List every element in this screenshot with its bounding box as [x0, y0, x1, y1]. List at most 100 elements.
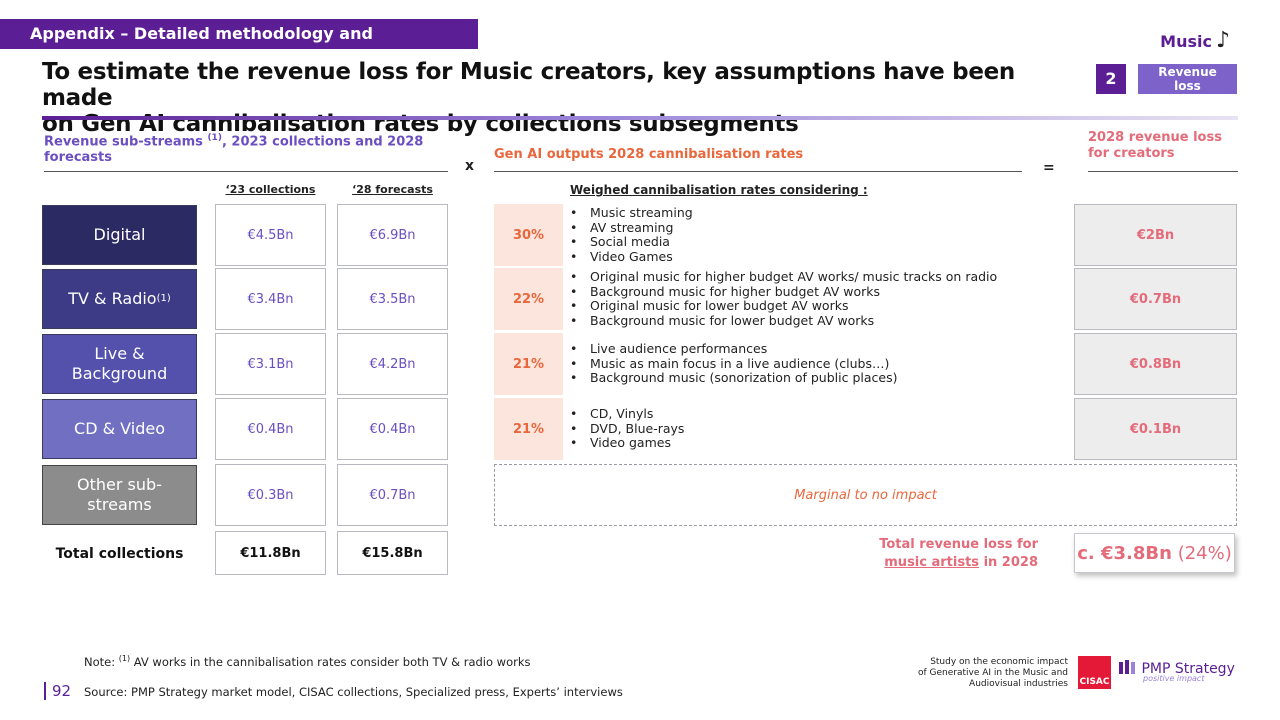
category-digital: Digital	[42, 205, 197, 265]
badge-label-line2: loss	[1174, 79, 1201, 93]
marginal-impact-box: Marginal to no impact	[494, 464, 1237, 526]
study-title: Study on the economic impact of Generati…	[880, 657, 1068, 690]
right-column-header: 2028 revenue loss for creators	[1088, 130, 1222, 162]
title-line-1: To estimate the revenue loss for Music c…	[42, 59, 1016, 111]
category-other: Other sub-streams	[42, 465, 197, 525]
value-2023: €0.4Bn	[215, 398, 326, 460]
left-header-post: , 2023 collections and 2028	[221, 134, 424, 150]
cannibalisation-rate: 30%	[494, 204, 563, 266]
total-loss-music-artists: music artists	[884, 555, 980, 570]
page-number: 92	[44, 682, 71, 700]
list-item: DVD, Blue-rays	[570, 421, 1024, 437]
equals-symbol: =	[1043, 160, 1055, 176]
weighed-label: Weighed cannibalisation rates considerin…	[570, 183, 868, 197]
category-cd-video: CD & Video	[42, 399, 197, 459]
value-2023: €3.4Bn	[215, 268, 326, 330]
total-loss-line1: Total revenue loss for	[879, 537, 1038, 552]
list-item: Background music for higher budget AV wo…	[570, 284, 1024, 300]
value-2028: €4.2Bn	[337, 333, 448, 395]
category-label: TV & Radio	[68, 289, 157, 308]
title-line-2: on Gen AI cannibalisation rates by colle…	[42, 111, 799, 137]
total-2028: €15.8Bn	[337, 531, 448, 575]
music-note-icon: ♪	[1215, 28, 1230, 53]
note-pre: Note:	[84, 654, 119, 669]
list-item: CD, Vinyls	[570, 407, 1024, 422]
badge-label-line1: Revenue	[1158, 65, 1217, 79]
cisac-logo: CISAC	[1078, 656, 1111, 689]
pmp-tagline: positive impact	[1143, 674, 1205, 683]
total-loss-label: Total revenue loss for music artists in …	[860, 536, 1038, 572]
revenue-loss: €0.7Bn	[1074, 268, 1237, 330]
left-column-header: Revenue sub-streams (1), 2023 collection…	[44, 130, 444, 166]
total-2023: €11.8Bn	[215, 531, 326, 575]
cannibalisation-rate: 22%	[494, 268, 563, 330]
considered-items: Live audience performances Music as main…	[564, 333, 1024, 395]
list-item: Music as main focus in a live audience (…	[570, 356, 1024, 372]
right-header-line1: 2028 revenue loss	[1088, 130, 1222, 145]
list-item: Original music for lower budget AV works	[570, 298, 1024, 314]
list-item: AV streaming	[570, 220, 1024, 236]
cannibalisation-rate: 21%	[494, 398, 563, 460]
left-header-sup: (1)	[207, 133, 222, 143]
revenue-loss: €0.1Bn	[1074, 398, 1237, 460]
right-header-line2: for creators	[1088, 146, 1175, 161]
value-2023: €4.5Bn	[215, 204, 326, 266]
list-item: Social media	[570, 234, 1024, 250]
col-header-2023: ‘23 collections	[225, 183, 316, 196]
section-tag-label: Music	[1160, 32, 1212, 51]
list-item: Background music (sonorization of public…	[570, 371, 1024, 386]
pmp-mark-icon	[1119, 660, 1135, 674]
category-label: CD & Video	[74, 419, 165, 438]
page-title: To estimate the revenue loss for Music c…	[42, 59, 1082, 137]
considered-items: Original music for higher budget AV work…	[564, 268, 1024, 330]
category-sup: (1)	[156, 293, 171, 304]
list-item: Live audience performances	[570, 342, 1024, 357]
revenue-loss: €0.8Bn	[1074, 333, 1237, 395]
study-line3: Audiovisual industries	[969, 679, 1068, 689]
total-loss-line2-rest: in 2028	[979, 555, 1038, 570]
total-loss-amount: c. €3.8Bn	[1077, 542, 1172, 564]
left-header-rule	[44, 171, 448, 172]
category-tv-radio: TV & Radio (1)	[42, 269, 197, 329]
value-2028: €0.4Bn	[337, 398, 448, 460]
value-2028: €6.9Bn	[337, 204, 448, 266]
cannibalisation-rate: 21%	[494, 333, 563, 395]
middle-header-rule	[494, 171, 1022, 172]
right-header-rule	[1088, 171, 1238, 172]
middle-column-header: Gen AI outputs 2028 cannibalisation rate…	[494, 147, 804, 162]
note-post: AV works in the cannibalisation rates co…	[130, 654, 531, 669]
value-2028: €0.7Bn	[337, 464, 448, 526]
step-badge-number: 2	[1096, 64, 1126, 94]
source-note: Source: PMP Strategy market model, CISAC…	[84, 685, 623, 699]
total-loss-percent: (24%)	[1177, 542, 1232, 564]
list-item: Background music for lower budget AV wor…	[570, 313, 1024, 329]
value-2028: €3.5Bn	[337, 268, 448, 330]
considered-items: Music streaming AV streaming Social medi…	[564, 204, 1024, 266]
left-header-pre: Revenue sub-streams	[44, 134, 208, 150]
pmp-name: PMP Strategy	[1141, 661, 1235, 677]
category-live-background: Live & Background	[42, 334, 197, 394]
total-collections-label: Total collections	[42, 532, 197, 576]
category-label: Digital	[93, 225, 146, 244]
total-loss-value: c. €3.8Bn (24%)	[1074, 533, 1235, 573]
col-header-2028: ‘28 forecasts	[352, 183, 433, 196]
value-2023: €0.3Bn	[215, 464, 326, 526]
list-item: Music streaming	[570, 205, 1024, 221]
step-badge-label: Revenue loss	[1138, 64, 1237, 94]
category-label: Live & Background	[71, 344, 168, 383]
title-divider	[42, 116, 1238, 120]
section-tag: Music ♪	[1160, 28, 1230, 53]
multiply-symbol: x	[465, 158, 475, 174]
value-2023: €3.1Bn	[215, 333, 326, 395]
list-item: Video Games	[570, 249, 1024, 265]
category-label: Other sub-streams	[77, 475, 162, 514]
list-item: Original music for higher budget AV work…	[570, 269, 1024, 285]
study-line1: Study on the economic impact	[930, 657, 1068, 667]
study-line2: of Generative AI in the Music and	[917, 668, 1068, 678]
list-item: Video games	[570, 436, 1024, 451]
left-header-line2: forecasts	[44, 150, 112, 166]
footnote: Note: (1) AV works in the cannibalisatio…	[84, 654, 531, 669]
revenue-loss: €2Bn	[1074, 204, 1237, 266]
note-sup: (1)	[118, 654, 131, 663]
pmp-logo: PMP Strategy	[1119, 660, 1235, 677]
